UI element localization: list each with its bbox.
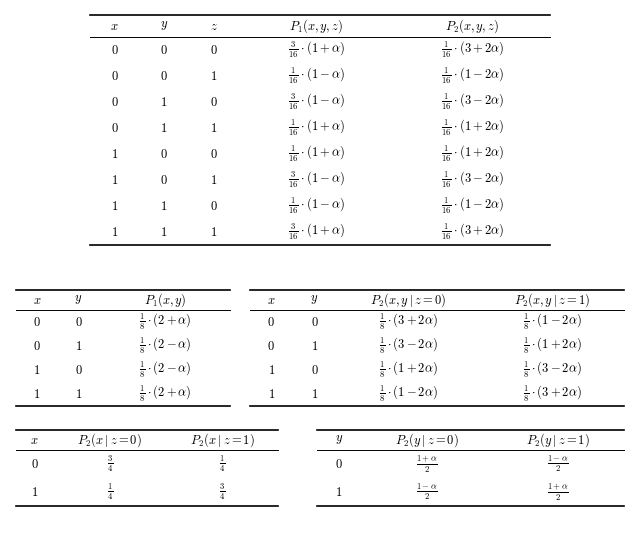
Text: $P_2(y\mid z=1)$: $P_2(y\mid z=1)$ bbox=[526, 431, 590, 449]
Text: $y$: $y$ bbox=[310, 294, 319, 306]
Text: $\frac{1}{8}\cdot(1-2\alpha)$: $\frac{1}{8}\cdot(1-2\alpha)$ bbox=[523, 312, 581, 332]
Text: $1$: $1$ bbox=[33, 364, 40, 376]
Text: $1$: $1$ bbox=[111, 147, 118, 161]
Text: $0$: $0$ bbox=[160, 70, 168, 82]
Text: $0$: $0$ bbox=[310, 315, 318, 329]
Text: $\frac{1}{8}\cdot(3-2\alpha)$: $\frac{1}{8}\cdot(3-2\alpha)$ bbox=[523, 360, 581, 380]
Text: $1$: $1$ bbox=[111, 173, 118, 186]
Text: $\frac{1}{16}\cdot(3+2\alpha)$: $\frac{1}{16}\cdot(3+2\alpha)$ bbox=[441, 222, 504, 242]
Text: $\frac{1}{16}\cdot(1-2\alpha)$: $\frac{1}{16}\cdot(1-2\alpha)$ bbox=[441, 66, 504, 86]
Text: $0$: $0$ bbox=[75, 364, 83, 376]
Text: $1$: $1$ bbox=[311, 388, 318, 400]
Text: $y$: $y$ bbox=[160, 19, 168, 32]
Text: $y$: $y$ bbox=[74, 294, 83, 306]
Text: $0$: $0$ bbox=[268, 315, 275, 329]
Text: $\frac{1}{16}\cdot(1+2\alpha)$: $\frac{1}{16}\cdot(1+2\alpha)$ bbox=[441, 144, 504, 164]
Text: $0$: $0$ bbox=[210, 43, 218, 57]
Text: $1$: $1$ bbox=[311, 340, 318, 353]
Text: $x$: $x$ bbox=[110, 19, 118, 32]
Text: $\frac{1}{8}\cdot(2+\alpha)$: $\frac{1}{8}\cdot(2+\alpha)$ bbox=[139, 384, 191, 404]
Text: $\frac{1}{8}\cdot(1+2\alpha)$: $\frac{1}{8}\cdot(1+2\alpha)$ bbox=[523, 336, 581, 356]
Text: $\frac{1}{16}\cdot(1-\alpha)$: $\frac{1}{16}\cdot(1-\alpha)$ bbox=[288, 196, 345, 216]
Text: $\frac{1-\alpha}{2}$: $\frac{1-\alpha}{2}$ bbox=[415, 481, 437, 502]
Text: $0$: $0$ bbox=[75, 315, 83, 329]
Text: $0$: $0$ bbox=[210, 147, 218, 161]
Text: $\frac{3}{16}\cdot(1-\alpha)$: $\frac{3}{16}\cdot(1-\alpha)$ bbox=[288, 170, 345, 190]
Text: $1$: $1$ bbox=[75, 388, 82, 400]
Text: $\frac{1}{8}\cdot(1+2\alpha)$: $\frac{1}{8}\cdot(1+2\alpha)$ bbox=[379, 360, 437, 380]
Text: $\frac{1}{8}\cdot(3-2\alpha)$: $\frac{1}{8}\cdot(3-2\alpha)$ bbox=[379, 336, 437, 356]
Text: $x$: $x$ bbox=[31, 434, 39, 446]
Text: $P_1(x,y,z)$: $P_1(x,y,z)$ bbox=[289, 17, 344, 35]
Text: $1$: $1$ bbox=[31, 485, 38, 499]
Text: $1$: $1$ bbox=[210, 122, 218, 135]
Text: $0$: $0$ bbox=[33, 315, 41, 329]
Text: $0$: $0$ bbox=[268, 340, 275, 353]
Text: $P_2(x\mid z=1)$: $P_2(x\mid z=1)$ bbox=[190, 431, 255, 449]
Text: $\frac{1}{4}$: $\frac{1}{4}$ bbox=[219, 454, 225, 474]
Text: $0$: $0$ bbox=[31, 458, 38, 470]
Text: $1$: $1$ bbox=[268, 388, 275, 400]
Text: $P_2(x,y,z)$: $P_2(x,y,z)$ bbox=[445, 17, 499, 35]
Text: $\frac{3}{4}$: $\frac{3}{4}$ bbox=[106, 454, 113, 474]
Text: $0$: $0$ bbox=[160, 173, 168, 186]
Text: $1$: $1$ bbox=[210, 173, 218, 186]
Text: $\frac{1}{16}\cdot(1+2\alpha)$: $\frac{1}{16}\cdot(1+2\alpha)$ bbox=[441, 118, 504, 138]
Text: $\frac{1}{4}$: $\frac{1}{4}$ bbox=[106, 481, 113, 502]
Text: $\frac{3}{4}$: $\frac{3}{4}$ bbox=[219, 481, 225, 502]
Text: $0$: $0$ bbox=[111, 122, 118, 135]
Text: $\frac{1}{8}\cdot(2-\alpha)$: $\frac{1}{8}\cdot(2-\alpha)$ bbox=[139, 360, 191, 380]
Text: $\frac{1+\alpha}{2}$: $\frac{1+\alpha}{2}$ bbox=[547, 481, 569, 503]
Text: $\frac{1}{16}\cdot(1+\alpha)$: $\frac{1}{16}\cdot(1+\alpha)$ bbox=[288, 144, 345, 164]
Text: $\frac{1+\alpha}{2}$: $\frac{1+\alpha}{2}$ bbox=[415, 453, 437, 475]
Text: $\frac{1}{8}\cdot(3+2\alpha)$: $\frac{1}{8}\cdot(3+2\alpha)$ bbox=[523, 384, 581, 404]
Text: $0$: $0$ bbox=[111, 70, 118, 82]
Text: $0$: $0$ bbox=[33, 340, 41, 353]
Text: $x$: $x$ bbox=[267, 294, 275, 306]
Text: $1$: $1$ bbox=[335, 485, 342, 499]
Text: $0$: $0$ bbox=[310, 364, 318, 376]
Text: $\frac{1-\alpha}{2}$: $\frac{1-\alpha}{2}$ bbox=[547, 454, 569, 474]
Text: $P_2(y\mid z=0)$: $P_2(y\mid z=0)$ bbox=[395, 431, 458, 449]
Text: $\frac{3}{16}\cdot(1-\alpha)$: $\frac{3}{16}\cdot(1-\alpha)$ bbox=[288, 92, 345, 112]
Text: $\frac{1}{8}\cdot(2-\alpha)$: $\frac{1}{8}\cdot(2-\alpha)$ bbox=[139, 336, 191, 356]
Text: $\frac{1}{16}\cdot(3+2\alpha)$: $\frac{1}{16}\cdot(3+2\alpha)$ bbox=[441, 39, 504, 60]
Text: $1$: $1$ bbox=[161, 226, 168, 239]
Text: $\frac{1}{16}\cdot(1-\alpha)$: $\frac{1}{16}\cdot(1-\alpha)$ bbox=[288, 66, 345, 86]
Text: $0$: $0$ bbox=[160, 147, 168, 161]
Text: $\frac{3}{16}\cdot(1+\alpha)$: $\frac{3}{16}\cdot(1+\alpha)$ bbox=[288, 39, 345, 60]
Text: $1$: $1$ bbox=[75, 340, 82, 353]
Text: $\frac{1}{8}\cdot(2+\alpha)$: $\frac{1}{8}\cdot(2+\alpha)$ bbox=[139, 312, 191, 332]
Text: $0$: $0$ bbox=[335, 458, 342, 470]
Text: $1$: $1$ bbox=[161, 122, 168, 135]
Text: $\frac{1}{8}\cdot(1-2\alpha)$: $\frac{1}{8}\cdot(1-2\alpha)$ bbox=[379, 384, 437, 404]
Text: $\frac{1}{8}\cdot(3+2\alpha)$: $\frac{1}{8}\cdot(3+2\alpha)$ bbox=[379, 312, 437, 332]
Text: $1$: $1$ bbox=[161, 200, 168, 212]
Text: $0$: $0$ bbox=[111, 43, 118, 57]
Text: $\frac{3}{16}\cdot(1+\alpha)$: $\frac{3}{16}\cdot(1+\alpha)$ bbox=[288, 222, 345, 242]
Text: $z$: $z$ bbox=[210, 19, 218, 32]
Text: $1$: $1$ bbox=[161, 96, 168, 108]
Text: $\frac{1}{16}\cdot(1+\alpha)$: $\frac{1}{16}\cdot(1+\alpha)$ bbox=[288, 118, 345, 138]
Text: $1$: $1$ bbox=[268, 364, 275, 376]
Text: $1$: $1$ bbox=[33, 388, 40, 400]
Text: $1$: $1$ bbox=[111, 226, 118, 239]
Text: $\frac{1}{16}\cdot(3-2\alpha)$: $\frac{1}{16}\cdot(3-2\alpha)$ bbox=[441, 92, 504, 112]
Text: $0$: $0$ bbox=[111, 96, 118, 108]
Text: $y$: $y$ bbox=[335, 434, 343, 446]
Text: $1$: $1$ bbox=[210, 226, 218, 239]
Text: $P_2(x,y\mid z=0)$: $P_2(x,y\mid z=0)$ bbox=[370, 291, 446, 309]
Text: $P_1(x,y)$: $P_1(x,y)$ bbox=[143, 291, 186, 309]
Text: $0$: $0$ bbox=[210, 200, 218, 212]
Text: $1$: $1$ bbox=[111, 200, 118, 212]
Text: $\frac{1}{16}\cdot(3-2\alpha)$: $\frac{1}{16}\cdot(3-2\alpha)$ bbox=[441, 170, 504, 190]
Text: $P_2(x\mid z=0)$: $P_2(x\mid z=0)$ bbox=[77, 431, 142, 449]
Text: $\frac{1}{16}\cdot(1-2\alpha)$: $\frac{1}{16}\cdot(1-2\alpha)$ bbox=[441, 196, 504, 216]
Text: $0$: $0$ bbox=[210, 96, 218, 108]
Text: $P_2(x,y\mid z=1)$: $P_2(x,y\mid z=1)$ bbox=[514, 291, 590, 309]
Text: $x$: $x$ bbox=[33, 294, 41, 306]
Text: $0$: $0$ bbox=[160, 43, 168, 57]
Text: $1$: $1$ bbox=[210, 70, 218, 82]
